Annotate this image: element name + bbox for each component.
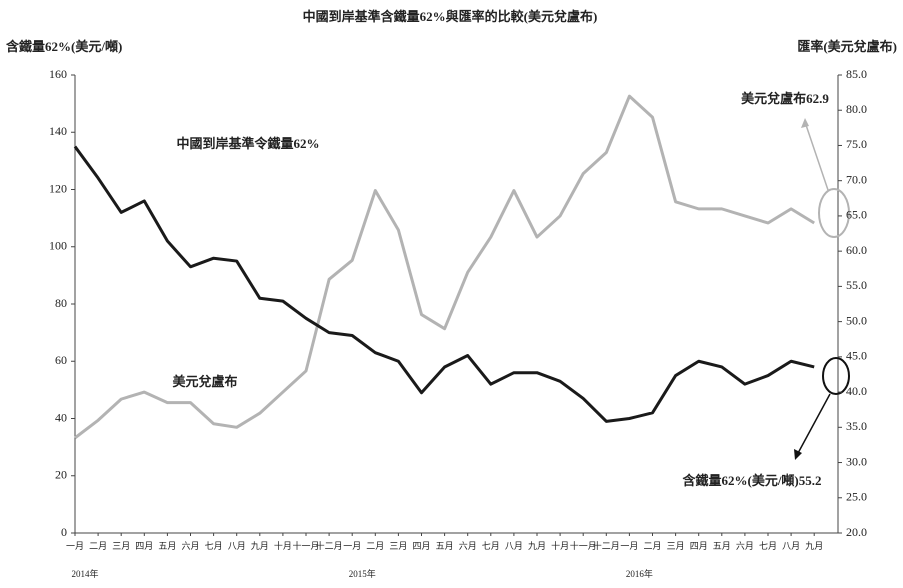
y2-tick-label: 50.0 <box>846 313 867 327</box>
arrow <box>804 121 829 191</box>
x-tick-label: 八月 <box>505 541 523 551</box>
x-tick-label: 二月 <box>366 541 384 551</box>
y2-tick-label: 60.0 <box>846 243 867 257</box>
y2-tick-label: 80.0 <box>846 102 867 116</box>
x-tick-label: 四月 <box>690 541 708 551</box>
annotation: 含鐵量62%(美元/噸)55.2 <box>681 473 821 488</box>
x-tick-label: 九月 <box>805 541 823 551</box>
x-tick-label: 六月 <box>736 540 754 551</box>
arrow <box>796 393 831 456</box>
x-tick-label: 九月 <box>251 541 269 551</box>
x-tick-label: 二月 <box>643 541 661 551</box>
x-tick-label: 六月 <box>181 540 199 551</box>
y2-tick-label: 20.0 <box>846 525 867 539</box>
year-label: 2014年 <box>71 568 98 579</box>
y-tick-label: 40 <box>55 410 67 424</box>
x-tick-label: 十一月 <box>292 540 319 551</box>
line <box>73 145 815 423</box>
x-tick-label: 三月 <box>112 541 130 551</box>
y2-tick-label: 30.0 <box>846 454 867 468</box>
x-tick-label: 十二月 <box>593 540 620 551</box>
x-tick-label: 七月 <box>482 541 500 551</box>
year-label: 2015年 <box>349 568 376 579</box>
x-tick-label: 五月 <box>158 541 176 551</box>
series-label: 中國到岸基準令鐵量62% <box>176 136 319 151</box>
highlight-circle <box>822 357 850 395</box>
x-tick-label: 一月 <box>620 541 638 551</box>
y-tick-label: 80 <box>55 296 67 310</box>
y-tick-label: 20 <box>55 468 67 482</box>
y-tick-label: 160 <box>49 67 67 81</box>
x-tick-label: 六月 <box>459 540 477 551</box>
x-tick-label: 七月 <box>759 541 777 551</box>
x-tick-label: 一月 <box>343 541 361 551</box>
x-tick-label: 十一月 <box>570 540 597 551</box>
y2-tick-label: 55.0 <box>846 278 867 292</box>
y2-tick-label: 85.0 <box>846 67 867 81</box>
arrow-head <box>794 449 802 460</box>
line <box>74 94 815 440</box>
arrow-head <box>801 118 809 128</box>
x-tick-label: 十月 <box>274 540 292 551</box>
x-tick-label: 三月 <box>667 541 685 551</box>
annotation: 美元兌盧布62.9 <box>741 91 829 106</box>
y-tick-label: 0 <box>61 525 67 539</box>
y2-tick-label: 65.0 <box>846 208 867 222</box>
y-tick-label: 60 <box>55 353 67 367</box>
x-tick-label: 十二月 <box>316 540 343 551</box>
series-label: 美元兌盧布 <box>172 374 237 389</box>
x-tick-label: 九月 <box>528 541 546 551</box>
x-tick-label: 三月 <box>389 541 407 551</box>
highlight-circle <box>818 188 850 238</box>
x-tick-label: 五月 <box>436 541 454 551</box>
y-axis-title: 含鐵量62%(美元/噸) <box>5 39 122 54</box>
y-tick-label: 100 <box>49 239 67 253</box>
y2-tick-label: 35.0 <box>846 419 867 433</box>
y2-axis-title: 匯率(美元兌盧布) <box>797 39 897 54</box>
x-tick-label: 八月 <box>228 541 246 551</box>
y-tick-label: 120 <box>49 181 67 195</box>
y2-tick-label: 75.0 <box>846 137 867 151</box>
x-tick-label: 四月 <box>412 541 430 551</box>
x-tick-label: 五月 <box>713 541 731 551</box>
x-tick-label: 七月 <box>205 541 223 551</box>
y2-tick-label: 25.0 <box>846 490 867 504</box>
y2-tick-label: 70.0 <box>846 172 867 186</box>
x-tick-label: 二月 <box>89 541 107 551</box>
chart-title: 中國到岸基準含鐵量62%與匯率的比較(美元兌盧布) <box>303 9 598 24</box>
y2-tick-label: 40.0 <box>846 384 867 398</box>
year-label: 2016年 <box>626 568 653 579</box>
y-tick-label: 140 <box>49 124 67 138</box>
x-tick-label: 十月 <box>551 540 569 551</box>
x-tick-label: 八月 <box>782 541 800 551</box>
x-tick-label: 一月 <box>66 541 84 551</box>
y2-tick-label: 45.0 <box>846 349 867 363</box>
x-tick-label: 四月 <box>135 541 153 551</box>
